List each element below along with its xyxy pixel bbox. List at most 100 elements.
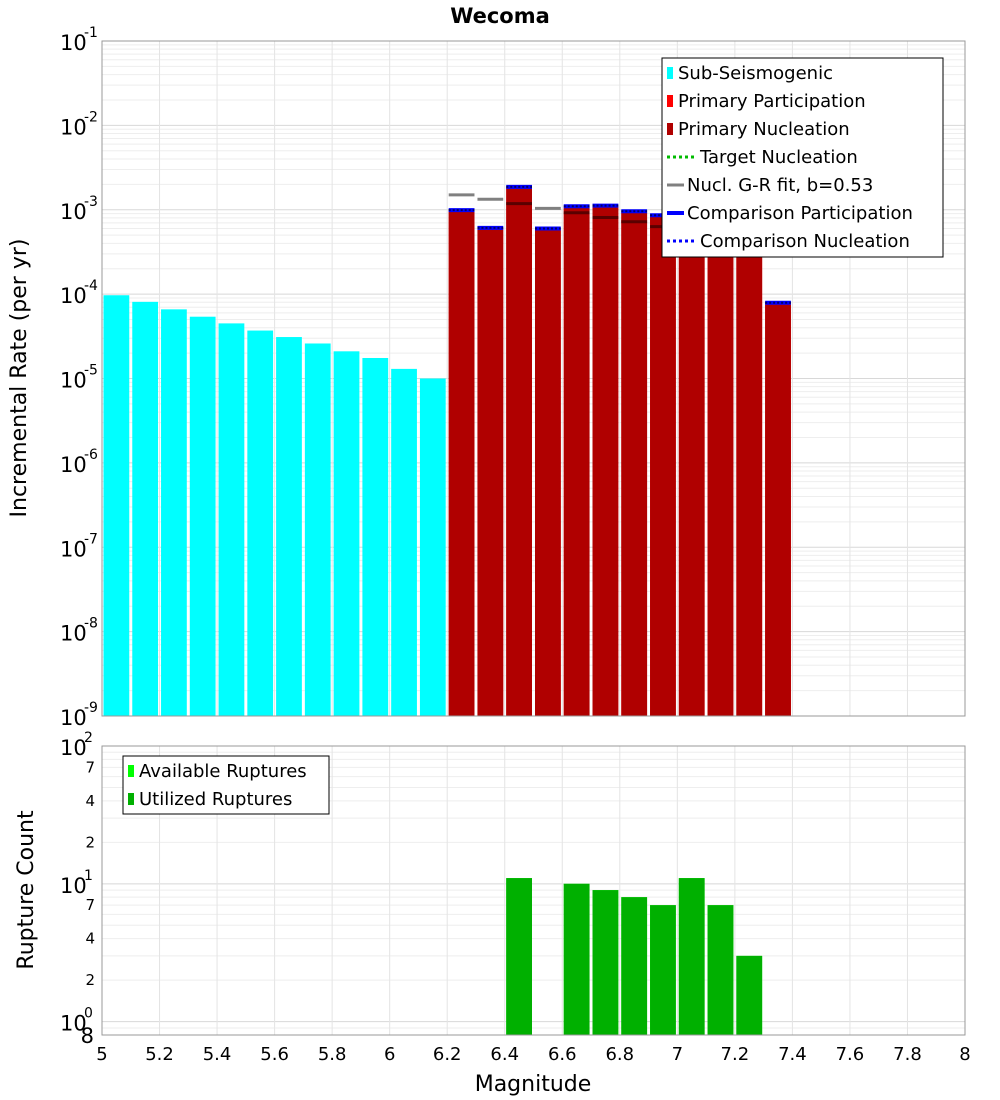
bottom-y-minor-tick-label: 4	[85, 792, 95, 810]
bottom-y-minor-tick-label: 2	[85, 971, 95, 989]
legend-swatch	[128, 765, 134, 777]
bottom-y-tick-exponent: 0	[84, 1006, 93, 1022]
top-y-tick-base: 10	[60, 31, 87, 55]
top-y-tick-labels: 10-910-810-710-610-510-410-310-210-1	[60, 25, 98, 730]
primary-nucleation-bar	[592, 207, 619, 716]
top-y-tick-base: 10	[60, 284, 87, 308]
primary-nucleation-bar	[678, 223, 705, 716]
top-y-tick-exponent: -4	[84, 278, 98, 294]
legend-swatch	[128, 793, 134, 805]
legend-label: Available Ruptures	[139, 761, 307, 782]
incremental-rate-panel: 10-910-810-710-610-510-410-310-210-1 Inc…	[7, 25, 966, 730]
top-y-tick-exponent: -3	[84, 194, 98, 210]
bottom-y-minor-tick-label: 8	[81, 1024, 94, 1048]
sub-seismogenic-bar	[161, 309, 187, 716]
x-tick-label: 6	[384, 1044, 395, 1065]
top-y-tick-exponent: -9	[84, 700, 98, 716]
x-tick-label: 7.6	[836, 1044, 865, 1065]
top-y-tick-base: 10	[60, 706, 87, 730]
top-y-tick-base: 10	[60, 453, 87, 477]
sub-seismogenic-bar	[391, 368, 417, 716]
top-plot-frame	[101, 40, 966, 717]
legend-swatch	[667, 95, 673, 107]
legend-label: Utilized Ruptures	[139, 789, 292, 810]
bottom-y-minor-tick-label: 7	[85, 896, 95, 914]
legend-label: Sub-Seismogenic	[678, 63, 833, 84]
top-bars	[103, 187, 791, 717]
legend-label: Primary Nucleation	[678, 119, 850, 140]
top-y-tick-exponent: -8	[84, 616, 98, 632]
sub-seismogenic-bar	[419, 378, 446, 716]
sub-seismogenic-bar	[103, 295, 130, 716]
primary-nucleation-bar	[477, 229, 504, 717]
x-tick-label: 7.4	[778, 1044, 807, 1065]
utilized-ruptures-bar	[707, 905, 734, 1035]
bottom-y-tick-base: 10	[60, 736, 87, 760]
top-y-tick-base: 10	[60, 200, 87, 224]
utilized-ruptures-bar	[736, 955, 763, 1035]
bottom-y-tick-base: 10	[60, 874, 87, 898]
x-tick-label: 5.2	[145, 1044, 174, 1065]
legend-swatch	[667, 67, 673, 79]
bottom-bars	[506, 878, 763, 1035]
legend-swatch	[667, 123, 673, 135]
utilized-ruptures-bar	[592, 890, 619, 1035]
x-tick-label: 7.8	[893, 1044, 922, 1065]
x-tick-label: 6.2	[433, 1044, 462, 1065]
top-y-tick-base: 10	[60, 369, 87, 393]
bottom-legend: Available Ruptures Utilized Ruptures	[122, 755, 330, 815]
top-y-tick-base: 10	[60, 537, 87, 561]
sub-seismogenic-bar	[132, 301, 159, 716]
sub-seismogenic-bar	[247, 330, 274, 716]
top-y-tick-exponent: -1	[84, 25, 98, 41]
utilized-ruptures-bar	[506, 878, 532, 1035]
primary-nucleation-bar	[650, 217, 676, 716]
x-tick-label: 7.2	[721, 1044, 750, 1065]
primary-nucleation-bar	[707, 226, 734, 716]
primary-nucleation-bar	[448, 211, 475, 716]
top-y-tick-base: 10	[60, 115, 87, 139]
top-y-tick-base: 10	[60, 622, 87, 646]
x-tick-label: 7	[672, 1044, 683, 1065]
top-legend-box	[661, 57, 944, 258]
top-gridlines	[101, 41, 966, 717]
x-tick-label: 5	[96, 1044, 107, 1065]
sub-seismogenic-bar	[218, 323, 245, 716]
utilized-ruptures-bar	[563, 883, 590, 1035]
bottom-y-axis-label: Rupture Count	[14, 810, 39, 970]
utilized-ruptures-bar	[650, 905, 676, 1035]
primary-nucleation-bar	[506, 188, 532, 717]
bottom-y-tick-exponent: 2	[84, 730, 93, 746]
bottom-y-tick-exponent: 1	[84, 868, 93, 884]
legend-label: Target Nucleation	[699, 147, 858, 168]
top-y-tick-exponent: -2	[84, 109, 98, 125]
chart-title: Wecoma	[450, 4, 550, 28]
x-tick-label: 6.4	[490, 1044, 519, 1065]
x-tick-label: 8	[959, 1044, 970, 1065]
primary-nucleation-bar	[563, 207, 590, 716]
top-legend: Sub-Seismogenic Primary Participation Prim…	[661, 57, 944, 258]
top-y-tick-exponent: -5	[84, 363, 98, 379]
legend-label: Comparison Participation	[687, 203, 913, 224]
sub-seismogenic-bar	[189, 316, 216, 716]
primary-nucleation-bar	[765, 304, 791, 716]
x-axis-label: Magnitude	[475, 1072, 592, 1097]
x-tick-label: 5.4	[203, 1044, 232, 1065]
legend-label: Nucl. G-R fit, b=0.53	[687, 175, 873, 196]
bottom-plot-frame	[101, 745, 966, 1036]
utilized-ruptures-bar	[678, 878, 705, 1035]
sub-seismogenic-bar	[333, 351, 360, 716]
primary-nucleation-bar	[535, 230, 561, 716]
primary-nucleation-bar	[621, 212, 648, 716]
sub-seismogenic-bar	[362, 357, 389, 716]
legend-label: Comparison Nucleation	[700, 231, 910, 252]
x-tick-label: 6.6	[548, 1044, 577, 1065]
bottom-y-tick-base: 10	[60, 1012, 87, 1036]
x-tick-label: 5.6	[260, 1044, 289, 1065]
x-tick-labels: 5 5.2 5.4 5.6 5.8 6 6.2 6.4 6.6 6.8 7 7.2 7.4 7.6 7.8 8	[96, 1044, 970, 1065]
bottom-legend-box	[122, 755, 330, 815]
x-tick-label: 6.8	[605, 1044, 634, 1065]
bottom-y-minor-tick-label: 4	[85, 930, 95, 948]
